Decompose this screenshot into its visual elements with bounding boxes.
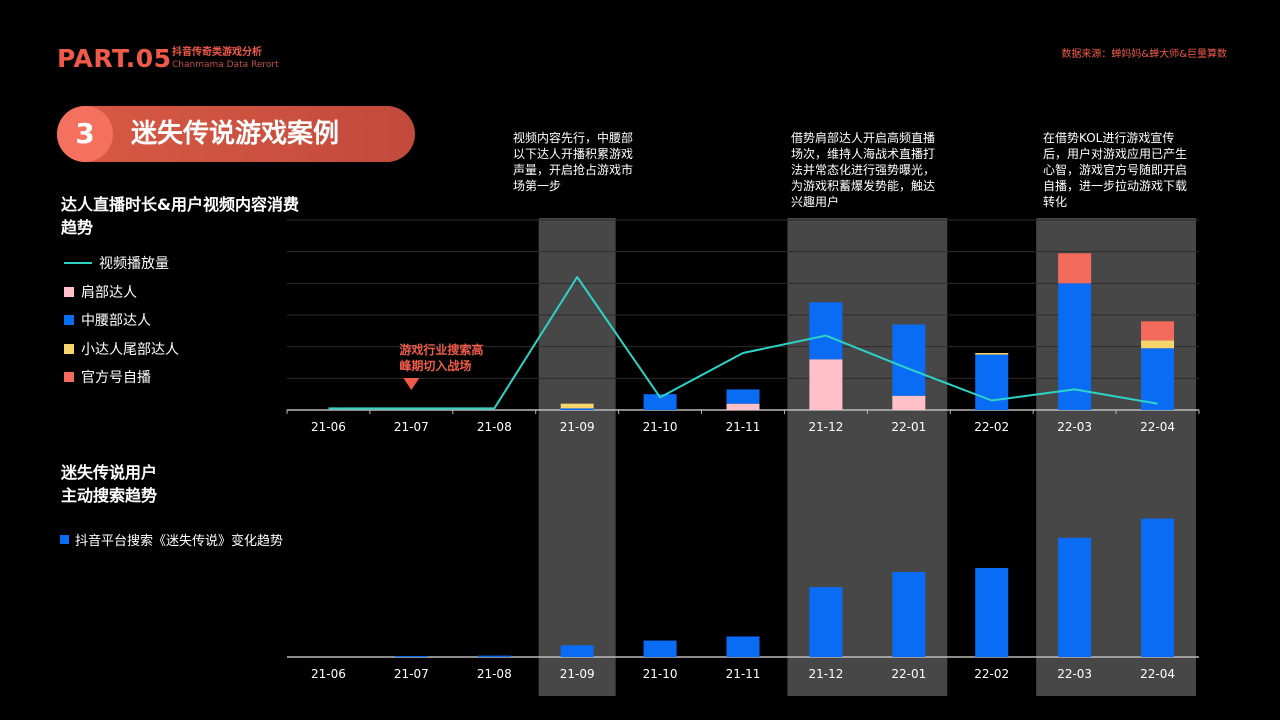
legend-label: 中腰部达人	[81, 313, 151, 330]
tick-label: 22-04	[1140, 667, 1175, 681]
case-banner: 3 迷失传说游戏案例	[57, 106, 415, 162]
bar-segment	[643, 394, 677, 410]
bar-segment	[809, 302, 843, 360]
search-bar	[975, 567, 1009, 657]
legend-item-video-views: 视频播放量	[64, 249, 179, 278]
legend-item-official: 官方号自播	[64, 363, 179, 392]
chart2-legend: 抖音平台搜索《迷失传说》变化趋势	[60, 530, 283, 549]
search-bar	[1141, 518, 1175, 657]
bar-segment	[1141, 340, 1175, 349]
annotation-line-1: 游戏行业搜索高	[399, 342, 483, 357]
search-bar	[892, 572, 926, 657]
part-subtitle-en: Chanmama Data Rerort	[172, 60, 279, 70]
search-bar	[394, 656, 428, 657]
legend-label: 小达人尾部达人	[81, 341, 179, 358]
part-label: PART.05	[57, 44, 172, 73]
tick-label: 21-08	[477, 667, 512, 681]
case-number: 3	[57, 106, 113, 162]
tick-label: 21-07	[394, 420, 429, 434]
chart1-legend: 视频播放量 肩部达人 中腰部达人 小达人尾部达人 官方号自播	[64, 249, 179, 392]
part-subtitle: 抖音传奇类游戏分析 Chanmama Data Rerort	[172, 46, 279, 71]
tick-label: 21-08	[477, 420, 512, 434]
chart1-x-axis: 21-06 21-07 21-08 21-09 21-10 21-11 21-12 22-01…	[286, 410, 1200, 434]
chart1-bars	[560, 253, 1175, 410]
legend-item-mid-waist: 中腰部达人	[64, 306, 179, 335]
search-bar	[643, 640, 677, 657]
search-bar	[809, 587, 843, 657]
search-bar	[477, 655, 511, 657]
legend-label: 官方号自播	[81, 370, 151, 387]
case-title: 迷失传说游戏案例	[131, 119, 340, 149]
chart1-line	[328, 276, 1158, 410]
tick-label: 21-10	[643, 667, 678, 681]
tick-label: 21-09	[560, 420, 595, 434]
legend-item-small-tail: 小达人尾部达人	[64, 335, 179, 364]
bar-segment	[892, 395, 926, 410]
legend-item-shoulder: 肩部达人	[64, 278, 179, 307]
note-phase-2: 借势肩部达人开启高频直播场次，维持人海战术直播打法并常态化进行强势曝光，为游戏积…	[791, 131, 936, 209]
chart2-x-axis: 21-06 21-07 21-08 21-09 21-10 21-11 21-12 22-01…	[311, 667, 1175, 681]
note-phase-1: 视频内容先行，中腰部以下达人开播积累游戏声量，开启抢占游戏市场第一步	[513, 131, 634, 193]
highlight-band	[538, 218, 616, 696]
legend-label: 抖音平台搜索《迷失传说》变化趋势	[75, 534, 284, 549]
chart2-title: 迷失传说用户 主动搜索趋势	[61, 463, 158, 505]
bar-segment	[975, 354, 1009, 410]
tick-label: 21-07	[394, 667, 429, 681]
color-swatch	[60, 535, 69, 544]
bar-segment	[892, 324, 926, 396]
highlight-bands	[538, 218, 1196, 696]
annotation-line-2: 峰期切入战场	[399, 358, 471, 373]
tick-label: 22-01	[891, 667, 926, 681]
part-subtitle-cn: 抖音传奇类游戏分析	[172, 47, 262, 58]
color-swatch	[64, 286, 74, 297]
bar-segment	[560, 403, 594, 409]
tick-label: 21-12	[808, 420, 843, 434]
search-bar	[560, 645, 594, 657]
bar-segment	[1141, 321, 1175, 341]
tick-label: 21-09	[560, 667, 595, 681]
tick-label: 22-01	[891, 420, 926, 434]
bar-segment	[809, 359, 843, 410]
tick-label: 21-11	[726, 667, 761, 681]
legend-label: 肩部达人	[81, 284, 137, 301]
tick-label: 21-06	[311, 667, 346, 681]
search-bar	[726, 636, 760, 657]
chart1-title: 达人直播时长&用户视频内容消费趋势	[61, 195, 299, 237]
tick-label: 21-12	[808, 667, 843, 681]
color-swatch	[64, 315, 74, 326]
bar-segment	[1141, 348, 1175, 410]
bar-segment	[726, 389, 760, 404]
color-swatch	[64, 343, 74, 354]
tick-label: 21-10	[643, 420, 678, 434]
bar-segment	[975, 353, 1009, 355]
tick-label: 22-04	[1140, 420, 1175, 434]
tick-label: 22-02	[974, 420, 1009, 434]
tick-label: 21-11	[726, 420, 761, 434]
bar-segment	[560, 408, 594, 410]
note-phase-3: 在借势KOL进行游戏宣传后，用户对游戏应用已产生心智，游戏官方号随即开启自播，进…	[1043, 131, 1188, 209]
chart1-gridlines	[287, 219, 1199, 411]
tick-label: 22-03	[1057, 420, 1092, 434]
chart2-bars	[287, 518, 1199, 658]
search-bar	[1058, 537, 1092, 657]
tick-label: 21-06	[311, 420, 346, 434]
data-source: 数据来源：蝉妈妈&蝉大师&巨量算数	[1061, 49, 1227, 60]
color-swatch	[64, 372, 74, 383]
bar-segment	[1058, 253, 1092, 284]
tick-label: 22-02	[974, 667, 1009, 681]
bar-segment	[726, 403, 760, 410]
line-swatch	[64, 262, 92, 265]
annotation-marker	[403, 378, 420, 390]
tick-label: 22-03	[1057, 667, 1092, 681]
legend-label: 视频播放量	[99, 256, 169, 273]
